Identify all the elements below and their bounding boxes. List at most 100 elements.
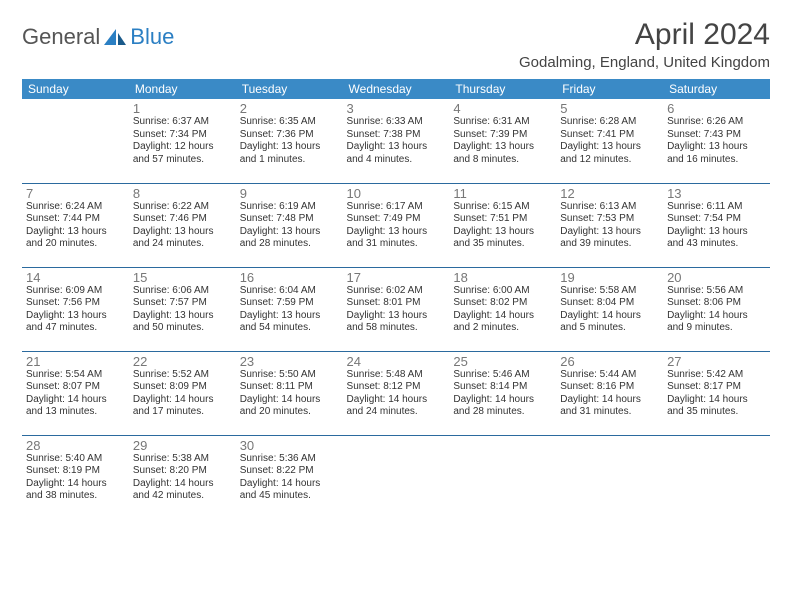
sunrise-text: Sunrise: 5:56 AM: [667, 285, 766, 298]
sunrise-text: Sunrise: 6:19 AM: [240, 201, 339, 214]
calendar-cell: [663, 435, 770, 519]
day-details: Sunrise: 5:38 AMSunset: 8:20 PMDaylight:…: [133, 453, 232, 503]
calendar-cell: 11Sunrise: 6:15 AMSunset: 7:51 PMDayligh…: [449, 183, 556, 267]
sunset-text: Sunset: 8:06 PM: [667, 297, 766, 310]
daylight-line1: Daylight: 13 hours: [133, 226, 232, 239]
day-number: 18: [453, 270, 552, 285]
calendar-cell: 22Sunrise: 5:52 AMSunset: 8:09 PMDayligh…: [129, 351, 236, 435]
sunset-text: Sunset: 7:41 PM: [560, 129, 659, 142]
daylight-line2: and 39 minutes.: [560, 238, 659, 251]
day-number: 16: [240, 270, 339, 285]
sunrise-text: Sunrise: 6:26 AM: [667, 116, 766, 129]
day-number: 7: [26, 186, 125, 201]
sunrise-text: Sunrise: 5:42 AM: [667, 369, 766, 382]
day-details: Sunrise: 5:44 AMSunset: 8:16 PMDaylight:…: [560, 369, 659, 419]
calendar-row: 28Sunrise: 5:40 AMSunset: 8:19 PMDayligh…: [22, 435, 770, 519]
day-details: Sunrise: 6:06 AMSunset: 7:57 PMDaylight:…: [133, 285, 232, 335]
calendar-cell: 25Sunrise: 5:46 AMSunset: 8:14 PMDayligh…: [449, 351, 556, 435]
sunrise-text: Sunrise: 5:40 AM: [26, 453, 125, 466]
calendar-cell: 14Sunrise: 6:09 AMSunset: 7:56 PMDayligh…: [22, 267, 129, 351]
calendar-cell: 1Sunrise: 6:37 AMSunset: 7:34 PMDaylight…: [129, 99, 236, 183]
daylight-line2: and 4 minutes.: [347, 154, 446, 167]
day-details: Sunrise: 6:37 AMSunset: 7:34 PMDaylight:…: [133, 116, 232, 166]
day-details: Sunrise: 6:26 AMSunset: 7:43 PMDaylight:…: [667, 116, 766, 166]
daylight-line2: and 24 minutes.: [347, 406, 446, 419]
day-number: 6: [667, 101, 766, 116]
daylight-line1: Daylight: 14 hours: [560, 394, 659, 407]
sunrise-text: Sunrise: 6:04 AM: [240, 285, 339, 298]
day-number: 14: [26, 270, 125, 285]
calendar-cell: 5Sunrise: 6:28 AMSunset: 7:41 PMDaylight…: [556, 99, 663, 183]
brand-part2: Blue: [130, 24, 174, 50]
day-details: Sunrise: 5:42 AMSunset: 8:17 PMDaylight:…: [667, 369, 766, 419]
weekday-header: Wednesday: [343, 79, 450, 99]
daylight-line2: and 42 minutes.: [133, 490, 232, 503]
calendar-cell: 26Sunrise: 5:44 AMSunset: 8:16 PMDayligh…: [556, 351, 663, 435]
sunrise-text: Sunrise: 6:37 AM: [133, 116, 232, 129]
calendar-cell: 24Sunrise: 5:48 AMSunset: 8:12 PMDayligh…: [343, 351, 450, 435]
calendar-cell: 10Sunrise: 6:17 AMSunset: 7:49 PMDayligh…: [343, 183, 450, 267]
sunrise-text: Sunrise: 6:13 AM: [560, 201, 659, 214]
daylight-line2: and 38 minutes.: [26, 490, 125, 503]
calendar-cell: 23Sunrise: 5:50 AMSunset: 8:11 PMDayligh…: [236, 351, 343, 435]
daylight-line1: Daylight: 14 hours: [133, 478, 232, 491]
daylight-line2: and 20 minutes.: [240, 406, 339, 419]
daylight-line2: and 58 minutes.: [347, 322, 446, 335]
sunset-text: Sunset: 7:46 PM: [133, 213, 232, 226]
day-number: 29: [133, 438, 232, 453]
daylight-line1: Daylight: 14 hours: [26, 394, 125, 407]
day-number: 15: [133, 270, 232, 285]
day-number: 22: [133, 354, 232, 369]
sunset-text: Sunset: 7:56 PM: [26, 297, 125, 310]
daylight-line1: Daylight: 13 hours: [347, 226, 446, 239]
calendar-cell: 12Sunrise: 6:13 AMSunset: 7:53 PMDayligh…: [556, 183, 663, 267]
sunrise-text: Sunrise: 5:46 AM: [453, 369, 552, 382]
day-details: Sunrise: 6:24 AMSunset: 7:44 PMDaylight:…: [26, 201, 125, 251]
daylight-line1: Daylight: 14 hours: [453, 394, 552, 407]
sunset-text: Sunset: 8:09 PM: [133, 381, 232, 394]
sunrise-text: Sunrise: 5:58 AM: [560, 285, 659, 298]
calendar-cell: 20Sunrise: 5:56 AMSunset: 8:06 PMDayligh…: [663, 267, 770, 351]
sunset-text: Sunset: 8:16 PM: [560, 381, 659, 394]
day-number: 9: [240, 186, 339, 201]
sunrise-text: Sunrise: 6:31 AM: [453, 116, 552, 129]
day-number: 26: [560, 354, 659, 369]
daylight-line1: Daylight: 13 hours: [667, 141, 766, 154]
daylight-line1: Daylight: 13 hours: [347, 310, 446, 323]
sail-icon: [102, 27, 128, 47]
sunset-text: Sunset: 7:59 PM: [240, 297, 339, 310]
daylight-line2: and 31 minutes.: [560, 406, 659, 419]
day-number: 8: [133, 186, 232, 201]
calendar-row: 7Sunrise: 6:24 AMSunset: 7:44 PMDaylight…: [22, 183, 770, 267]
day-number: 4: [453, 101, 552, 116]
daylight-line2: and 54 minutes.: [240, 322, 339, 335]
sunset-text: Sunset: 8:07 PM: [26, 381, 125, 394]
weekday-header: Thursday: [449, 79, 556, 99]
sunset-text: Sunset: 7:34 PM: [133, 129, 232, 142]
sunrise-text: Sunrise: 5:54 AM: [26, 369, 125, 382]
daylight-line2: and 47 minutes.: [26, 322, 125, 335]
weekday-header: Friday: [556, 79, 663, 99]
calendar-table: Sunday Monday Tuesday Wednesday Thursday…: [22, 79, 770, 519]
daylight-line1: Daylight: 14 hours: [347, 394, 446, 407]
daylight-line2: and 16 minutes.: [667, 154, 766, 167]
calendar-cell: 3Sunrise: 6:33 AMSunset: 7:38 PMDaylight…: [343, 99, 450, 183]
calendar-cell: 27Sunrise: 5:42 AMSunset: 8:17 PMDayligh…: [663, 351, 770, 435]
daylight-line2: and 9 minutes.: [667, 322, 766, 335]
sunset-text: Sunset: 7:44 PM: [26, 213, 125, 226]
daylight-line2: and 20 minutes.: [26, 238, 125, 251]
daylight-line2: and 1 minutes.: [240, 154, 339, 167]
sunset-text: Sunset: 8:20 PM: [133, 465, 232, 478]
day-number: 25: [453, 354, 552, 369]
day-number: 10: [347, 186, 446, 201]
calendar-cell: 2Sunrise: 6:35 AMSunset: 7:36 PMDaylight…: [236, 99, 343, 183]
day-number: 28: [26, 438, 125, 453]
daylight-line2: and 12 minutes.: [560, 154, 659, 167]
day-details: Sunrise: 6:13 AMSunset: 7:53 PMDaylight:…: [560, 201, 659, 251]
sunrise-text: Sunrise: 6:35 AM: [240, 116, 339, 129]
daylight-line1: Daylight: 14 hours: [240, 394, 339, 407]
daylight-line2: and 31 minutes.: [347, 238, 446, 251]
header: General Blue April 2024 Godalming, Engla…: [22, 18, 770, 71]
day-details: Sunrise: 5:54 AMSunset: 8:07 PMDaylight:…: [26, 369, 125, 419]
weekday-header: Sunday: [22, 79, 129, 99]
